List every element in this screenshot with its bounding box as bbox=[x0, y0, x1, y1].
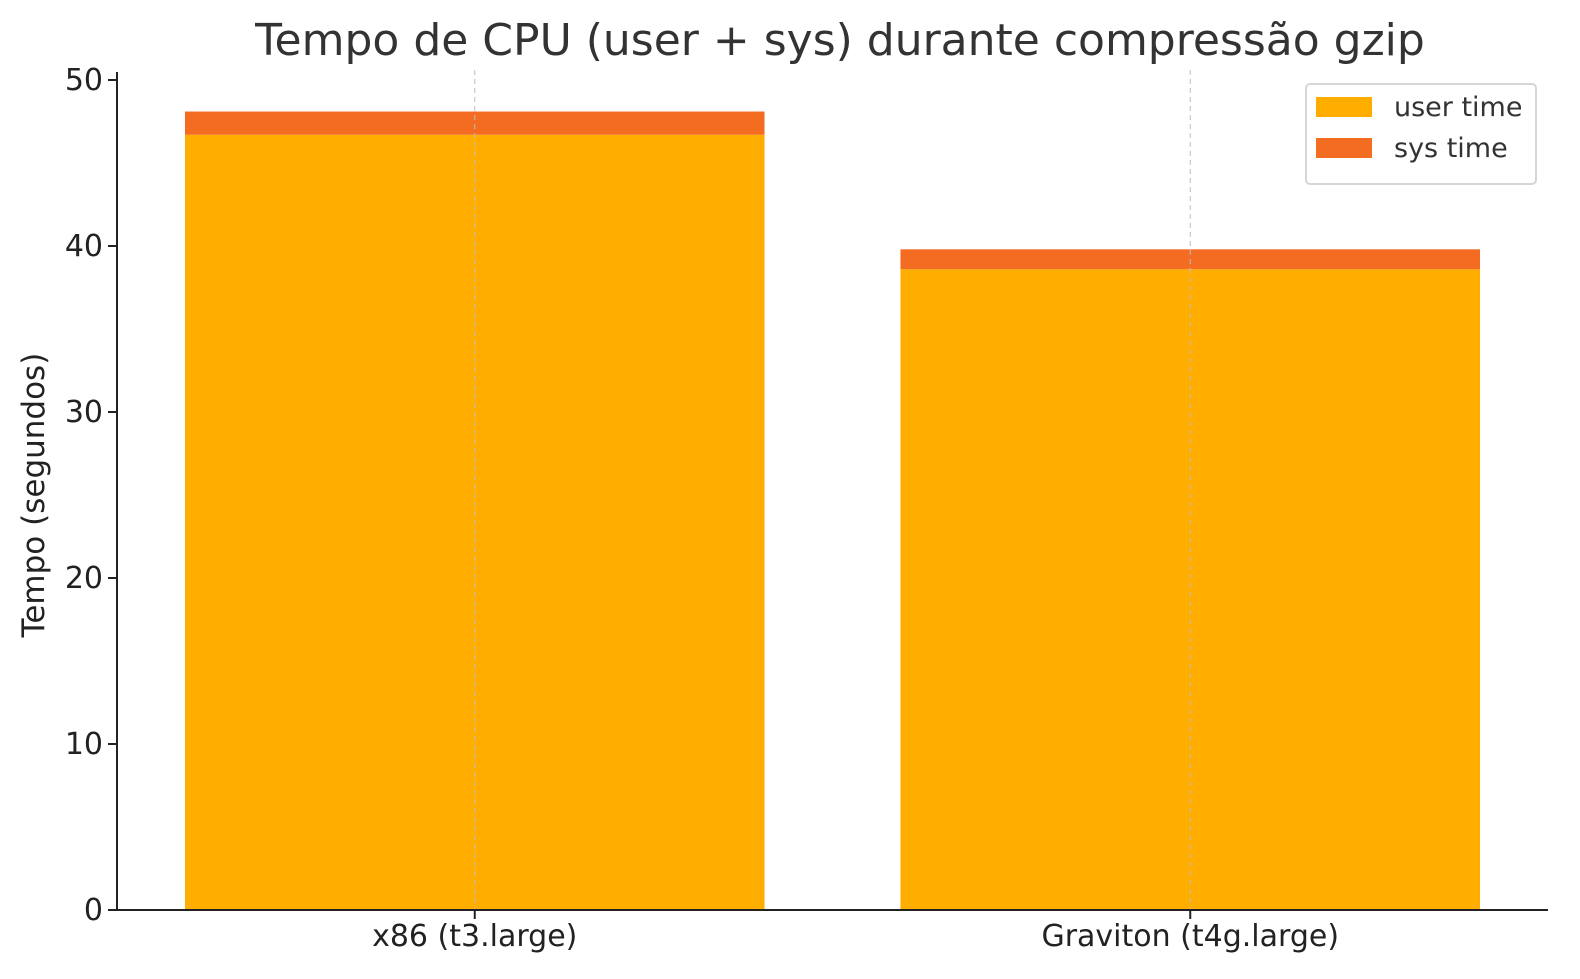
axes bbox=[116, 72, 1548, 911]
y-axis-label: Tempo (segundos) bbox=[16, 353, 52, 639]
bar-user-1 bbox=[900, 269, 1481, 910]
chart-title: Tempo de CPU (user + sys) durante compre… bbox=[254, 15, 1425, 66]
x-tick-label-0: x86 (t3.large) bbox=[372, 919, 577, 954]
legend-swatch-1 bbox=[1316, 138, 1372, 158]
y-tick-label-2: 20 bbox=[65, 561, 103, 596]
bar-sys-0 bbox=[184, 111, 765, 135]
legend: user time sys time bbox=[1305, 83, 1537, 185]
x-tick-label-1: Graviton (t4g.large) bbox=[1041, 919, 1339, 954]
y-tick-label-4: 40 bbox=[65, 229, 103, 264]
y-tick-label-1: 10 bbox=[65, 727, 103, 762]
x-ticks: x86 (t3.large) Graviton (t4g.large) bbox=[372, 910, 1339, 954]
y-ticks: 0 10 20 30 40 50 bbox=[65, 63, 117, 928]
legend-swatch-0 bbox=[1316, 97, 1372, 117]
legend-label-1: sys time bbox=[1394, 133, 1508, 164]
legend-label-0: user time bbox=[1394, 92, 1522, 123]
y-tick-label-3: 30 bbox=[65, 395, 103, 430]
y-tick-label-0: 0 bbox=[84, 893, 103, 928]
y-tick-label-5: 50 bbox=[65, 63, 103, 98]
bars bbox=[184, 70, 1481, 910]
